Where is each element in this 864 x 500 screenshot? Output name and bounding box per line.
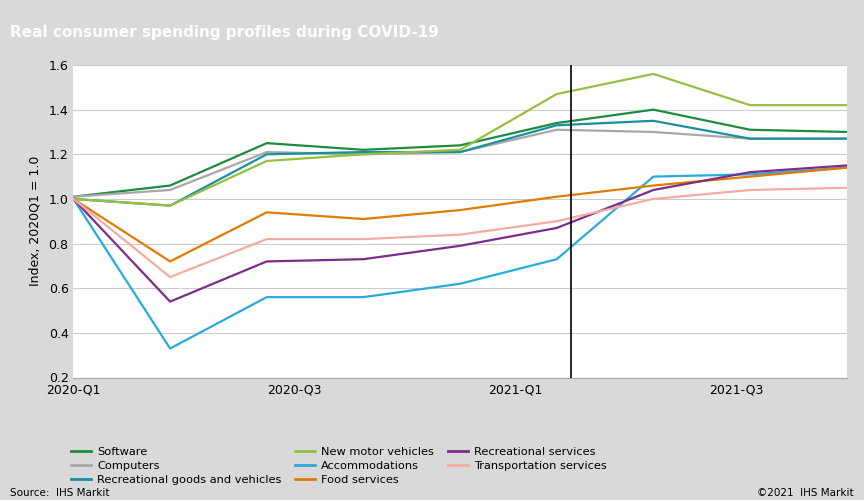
New motor vehicles (359, 152, 369, 158)
Food services (745, 174, 755, 180)
Transportation services (165, 274, 175, 280)
Recreational services (551, 225, 562, 231)
Computers (551, 126, 562, 132)
Transportation services (551, 218, 562, 224)
New motor vehicles (551, 91, 562, 97)
Transportation services (745, 187, 755, 193)
Recreational goods and vehicles (68, 196, 79, 202)
Food services (551, 194, 562, 200)
New motor vehicles (165, 202, 175, 208)
Recreational goods and vehicles (745, 136, 755, 141)
Software (842, 129, 852, 135)
Computers (454, 149, 465, 155)
Recreational goods and vehicles (648, 118, 658, 124)
Line: Recreational services: Recreational services (73, 166, 847, 302)
Transportation services (454, 232, 465, 237)
Line: Accommodations: Accommodations (73, 168, 847, 348)
Line: Food services: Food services (73, 168, 847, 262)
Transportation services (68, 196, 79, 202)
Computers (165, 187, 175, 193)
Recreational services (648, 187, 658, 193)
Transportation services (359, 236, 369, 242)
Food services (842, 164, 852, 170)
New motor vehicles (68, 196, 79, 202)
Recreational services (454, 243, 465, 249)
Recreational services (165, 298, 175, 304)
Recreational goods and vehicles (165, 202, 175, 208)
Legend: Software, Computers, Recreational goods and vehicles, New motor vehicles, Accomm: Software, Computers, Recreational goods … (67, 442, 611, 490)
Recreational goods and vehicles (454, 149, 465, 155)
Food services (165, 258, 175, 264)
Recreational goods and vehicles (551, 122, 562, 128)
Food services (359, 216, 369, 222)
Software (359, 147, 369, 153)
Line: Software: Software (73, 110, 847, 196)
Food services (648, 182, 658, 188)
Recreational goods and vehicles (842, 136, 852, 141)
Accommodations (454, 281, 465, 287)
Software (648, 106, 658, 112)
Recreational services (842, 162, 852, 168)
Software (262, 140, 272, 146)
Line: Recreational goods and vehicles: Recreational goods and vehicles (73, 121, 847, 206)
New motor vehicles (262, 158, 272, 164)
Line: Transportation services: Transportation services (73, 188, 847, 277)
Recreational services (359, 256, 369, 262)
Recreational services (262, 258, 272, 264)
Software (68, 194, 79, 200)
Text: Source:  IHS Markit: Source: IHS Markit (10, 488, 110, 498)
Line: New motor vehicles: New motor vehicles (73, 74, 847, 206)
New motor vehicles (454, 147, 465, 153)
Accommodations (745, 172, 755, 177)
Text: ©2021  IHS Markit: ©2021 IHS Markit (757, 488, 854, 498)
Line: Computers: Computers (73, 130, 847, 196)
Software (745, 126, 755, 132)
Software (165, 182, 175, 188)
Computers (68, 194, 79, 200)
Software (454, 142, 465, 148)
New motor vehicles (842, 102, 852, 108)
Computers (648, 129, 658, 135)
Accommodations (262, 294, 272, 300)
Accommodations (842, 164, 852, 170)
Transportation services (842, 185, 852, 191)
Text: Real consumer spending profiles during COVID-19: Real consumer spending profiles during C… (10, 26, 439, 40)
New motor vehicles (745, 102, 755, 108)
Accommodations (68, 196, 79, 202)
Computers (359, 152, 369, 158)
Recreational services (68, 196, 79, 202)
Accommodations (551, 256, 562, 262)
Recreational goods and vehicles (262, 152, 272, 158)
Computers (842, 136, 852, 141)
Y-axis label: Index, 2020Q1 = 1.0: Index, 2020Q1 = 1.0 (29, 156, 41, 286)
Transportation services (648, 196, 658, 202)
Accommodations (648, 174, 658, 180)
Accommodations (359, 294, 369, 300)
Accommodations (165, 346, 175, 352)
Computers (745, 136, 755, 141)
Food services (68, 196, 79, 202)
Transportation services (262, 236, 272, 242)
Food services (454, 207, 465, 213)
Recreational goods and vehicles (359, 149, 369, 155)
Recreational services (745, 169, 755, 175)
New motor vehicles (648, 71, 658, 77)
Software (551, 120, 562, 126)
Food services (262, 210, 272, 216)
Computers (262, 149, 272, 155)
